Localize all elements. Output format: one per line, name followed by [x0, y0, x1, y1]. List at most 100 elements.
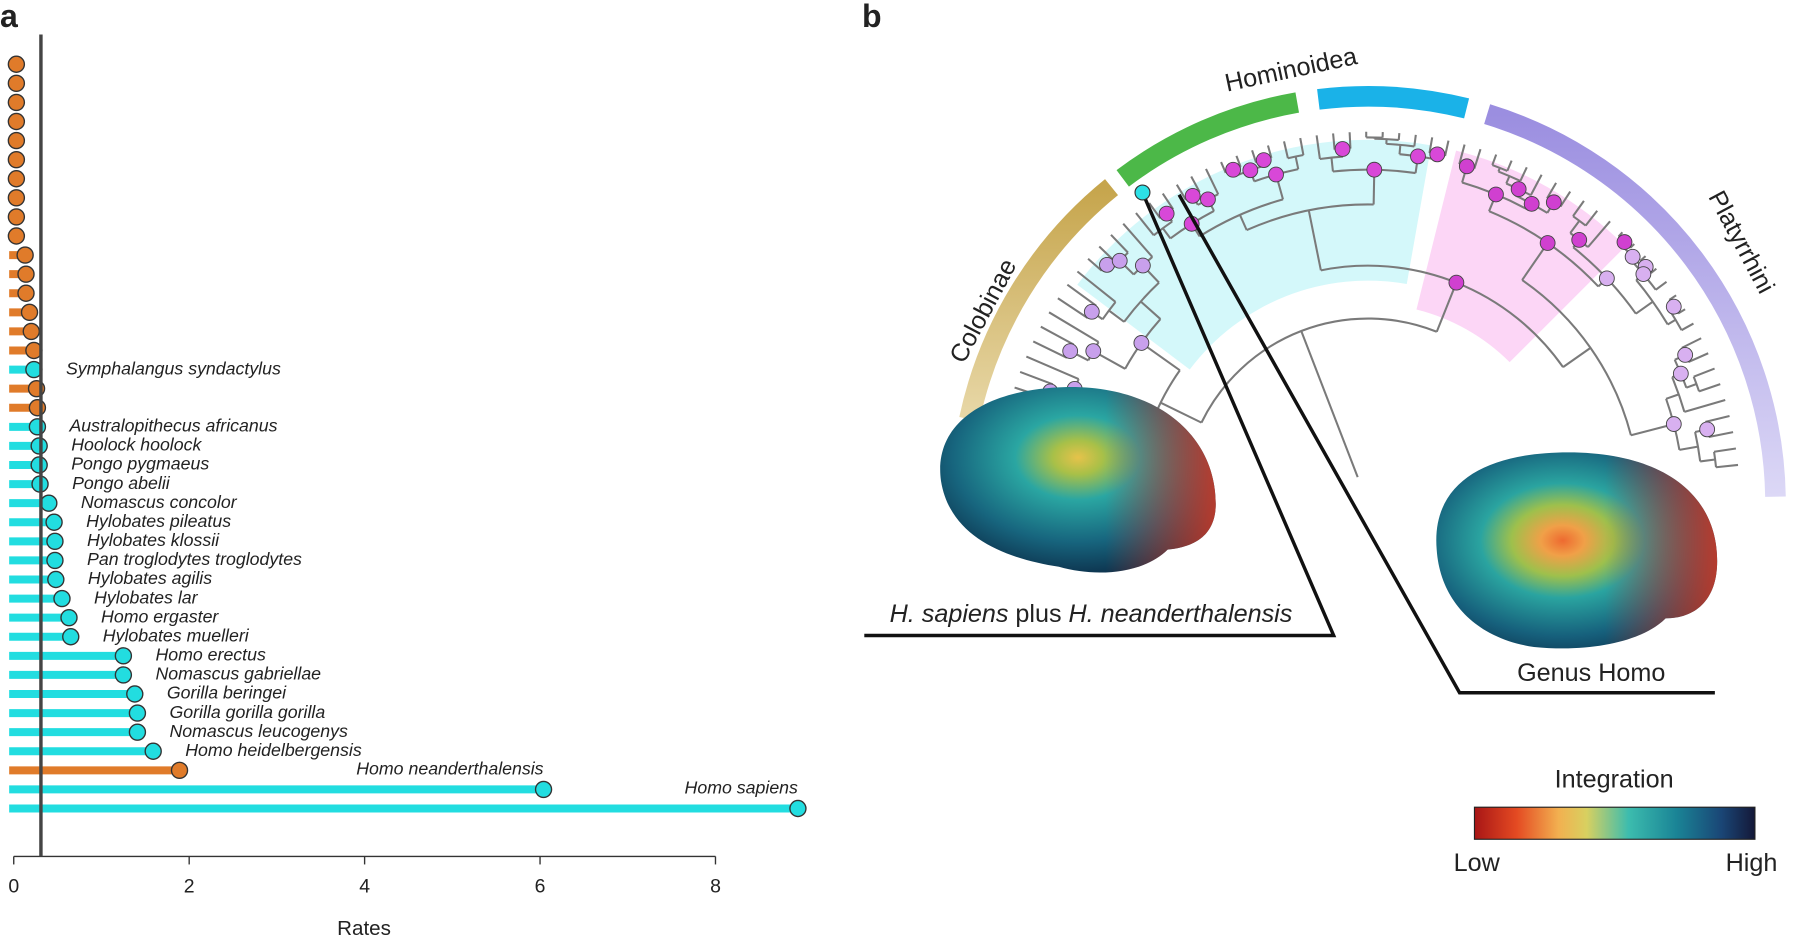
tree-branch [1529, 174, 1543, 196]
lollipop-head [7, 227, 26, 245]
tree-branch [1635, 300, 1654, 315]
lollipop-head [128, 723, 147, 741]
tree-branch [1668, 294, 1677, 301]
tree-branch [1491, 154, 1498, 166]
category-label: Hylobates muelleri [103, 625, 250, 645]
lollipop-head [7, 131, 26, 150]
lollipop-head [40, 494, 58, 512]
tree-branch [1671, 376, 1686, 413]
tree-node [1334, 141, 1351, 157]
tree-branch [1506, 160, 1513, 172]
tree-branch [1519, 166, 1528, 182]
lollipop-head [170, 761, 189, 780]
tree-branch [1546, 182, 1557, 199]
tree-node [1665, 298, 1682, 315]
lollipop-head [46, 551, 64, 570]
clade-shade [1416, 150, 1626, 363]
tree-branch [1629, 243, 1635, 249]
category-label: Hylobates pileatus [86, 511, 231, 531]
lollipop-head [7, 208, 26, 226]
tree-branch [1283, 141, 1289, 159]
lollipop-head [17, 284, 35, 302]
category-label: Hoolock hoolock [71, 435, 202, 455]
tree-branch [1435, 282, 1458, 333]
tree-branch [1066, 283, 1097, 307]
tree-node [1677, 347, 1694, 363]
tree-node [1635, 266, 1652, 283]
category-label: Hylobates lar [94, 587, 199, 607]
tree-branch [1713, 447, 1737, 453]
leader-line [864, 191, 1337, 638]
tree-branch [1238, 214, 1248, 231]
tree-branch [1677, 308, 1686, 315]
lollipop-head [16, 246, 34, 264]
tree-node [1255, 152, 1272, 169]
tree-node [1672, 365, 1689, 382]
lollipop-head [30, 437, 48, 455]
tree-branch [1681, 322, 1694, 332]
category-label: Pongo pygmaeus [71, 454, 209, 474]
tree-node [1410, 148, 1426, 165]
tree-node [1571, 232, 1588, 248]
tree-branch [1162, 227, 1172, 240]
lollipop-head [28, 418, 47, 436]
lollipop-head [45, 513, 63, 531]
tree-branch [1700, 458, 1716, 463]
colorbar-high: High [1726, 849, 1778, 877]
tree-branch [1473, 148, 1482, 169]
category-label: Nomascus concolor [81, 492, 238, 512]
tree-node [1133, 335, 1150, 351]
category-label: Nomascus leucogenys [169, 721, 348, 741]
tree-branch [1679, 445, 1699, 451]
tree-node [1429, 146, 1446, 163]
lollipop-head [60, 608, 78, 627]
tree-branch [1251, 149, 1258, 163]
brain-right-edge [1436, 452, 1718, 649]
tree-node [1458, 158, 1475, 175]
lollipop-head [7, 189, 26, 207]
tree-branch [1299, 137, 1305, 156]
colorbar-low: Low [1454, 849, 1501, 877]
tree-branch [1428, 137, 1434, 154]
tree-branch [1667, 318, 1677, 326]
tree-branch [1715, 463, 1739, 469]
x-tick-label: 6 [535, 875, 546, 897]
x-tick-label: 8 [710, 875, 721, 897]
tree-branch [1300, 330, 1359, 478]
tree-branch [1684, 398, 1726, 413]
category-label: Nomascus gabriellae [155, 664, 321, 684]
panel-label: b [862, 0, 882, 34]
lollipop-head [28, 399, 47, 417]
category-label: Australopithecus africanus [68, 416, 277, 436]
lollipop-head [7, 93, 26, 112]
tree-branch [1140, 300, 1162, 320]
tree-branch [1057, 297, 1089, 319]
leader-line [1177, 193, 1715, 695]
tree-node [1510, 181, 1527, 198]
colorbar: Integration Low High [1454, 766, 1778, 878]
tree-branch [1559, 190, 1572, 208]
tree-branch [1569, 220, 1581, 234]
tree-branch [1098, 245, 1114, 260]
label-part: plus [1015, 600, 1061, 628]
lollipop-head [114, 666, 133, 684]
tree-branch [1584, 210, 1599, 227]
tree-node [1268, 166, 1284, 183]
tree-branch [1048, 311, 1100, 343]
tree-branch [1665, 393, 1680, 400]
lollipop-head [7, 74, 26, 93]
tree-branch [1497, 167, 1501, 172]
tree-node [1225, 161, 1242, 178]
tree-branch [1032, 340, 1068, 359]
tree-node [1539, 235, 1556, 251]
tree-branch [1572, 200, 1585, 217]
tree-node [1488, 186, 1504, 203]
clade-shade [1077, 139, 1432, 370]
category-label: Pongo abelii [72, 473, 171, 493]
lollipop-head [7, 112, 26, 131]
tree-branch [1687, 352, 1709, 363]
tree-branch [1685, 383, 1697, 389]
tree-branch [1161, 192, 1175, 210]
lollipop-head [20, 303, 39, 322]
category-label: Homo neanderthalensis [356, 759, 543, 779]
